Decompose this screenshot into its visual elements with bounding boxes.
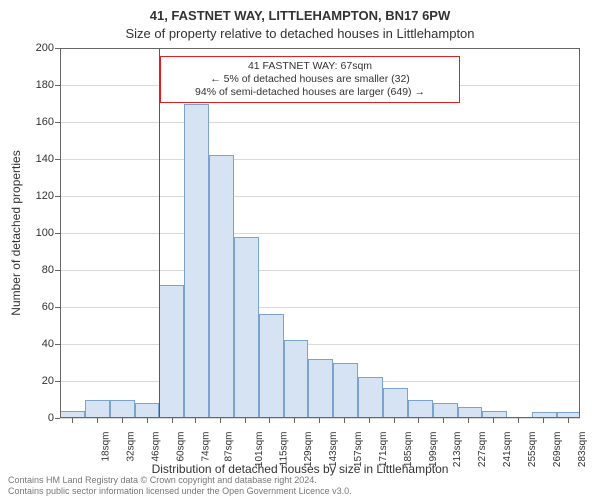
xtick-label: 18sqm: [101, 432, 112, 462]
xtick-label: 157sqm: [353, 432, 364, 468]
xtick-mark: [568, 418, 569, 423]
chart-title-line2: Size of property relative to detached ho…: [0, 26, 600, 41]
footer-line2: Contains public sector information licen…: [8, 486, 352, 497]
xtick-label: 129sqm: [303, 432, 314, 468]
xtick-label: 60sqm: [175, 432, 186, 462]
xtick-label: 185sqm: [403, 432, 414, 468]
ytick-label: 0: [4, 412, 54, 424]
ytick-label: 60: [4, 301, 54, 313]
ytick-label: 200: [4, 42, 54, 54]
xtick-label: 269sqm: [552, 432, 563, 468]
plot-border: [60, 48, 580, 418]
ytick-label: 20: [4, 375, 54, 387]
xtick-mark: [493, 418, 494, 423]
xtick-label: 255sqm: [527, 432, 538, 468]
xtick-label: 32sqm: [126, 432, 137, 462]
xtick-label: 199sqm: [428, 432, 439, 468]
xtick-mark: [220, 418, 221, 423]
ytick-label: 180: [4, 79, 54, 91]
xtick-label: 143sqm: [328, 432, 339, 468]
xtick-mark: [147, 418, 148, 423]
footer-attribution: Contains HM Land Registry data © Crown c…: [8, 475, 352, 497]
ytick-label: 80: [4, 264, 54, 276]
xtick-mark: [72, 418, 73, 423]
xtick-mark: [122, 418, 123, 423]
xtick-label: 241sqm: [502, 432, 513, 468]
xtick-mark: [344, 418, 345, 423]
xtick-label: 227sqm: [477, 432, 488, 468]
chart-title-line1: 41, FASTNET WAY, LITTLEHAMPTON, BN17 6PW: [0, 8, 600, 23]
xtick-mark: [518, 418, 519, 423]
ytick-label: 100: [4, 227, 54, 239]
xtick-mark: [172, 418, 173, 423]
xtick-label: 283sqm: [577, 432, 588, 468]
ytick-label: 140: [4, 153, 54, 165]
xtick-mark: [543, 418, 544, 423]
xtick-mark: [269, 418, 270, 423]
xtick-label: 213sqm: [453, 432, 464, 468]
plot-area: 41 FASTNET WAY: 67sqm← 5% of detached ho…: [60, 48, 580, 418]
xtick-mark: [418, 418, 419, 423]
xtick-mark: [319, 418, 320, 423]
xtick-mark: [195, 418, 196, 423]
xtick-mark: [369, 418, 370, 423]
xtick-label: 74sqm: [200, 432, 211, 462]
footer-line1: Contains HM Land Registry data © Crown c…: [8, 475, 352, 486]
xtick-mark: [468, 418, 469, 423]
ytick-label: 160: [4, 116, 54, 128]
xtick-label: 115sqm: [278, 432, 289, 467]
xtick-label: 171sqm: [378, 432, 389, 468]
xtick-mark: [294, 418, 295, 423]
xtick-mark: [97, 418, 98, 423]
xtick-mark: [443, 418, 444, 423]
xtick-label: 87sqm: [223, 432, 234, 462]
ytick-label: 120: [4, 190, 54, 202]
ytick-mark: [55, 418, 60, 419]
chart-container: 41, FASTNET WAY, LITTLEHAMPTON, BN17 6PW…: [0, 0, 600, 500]
xtick-label: 46sqm: [151, 432, 162, 462]
xtick-label: 101sqm: [254, 432, 265, 468]
xtick-mark: [245, 418, 246, 423]
xtick-mark: [394, 418, 395, 423]
ytick-label: 40: [4, 338, 54, 350]
